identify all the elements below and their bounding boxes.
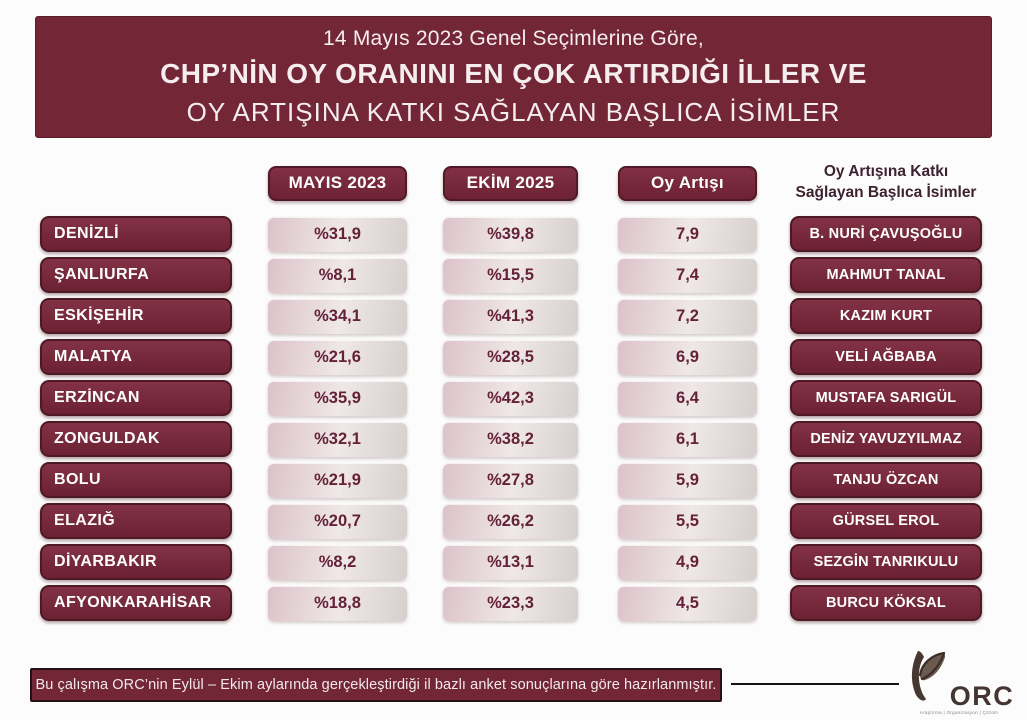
table-row: DİYARBAKIR %8,2 %13,1 4,9 SEZGİN TANRIKU… (40, 544, 989, 580)
artis-value: 5,9 (618, 462, 757, 498)
ekim-value: %38,2 (443, 421, 578, 457)
column-header-mayis-2023: MAYIS 2023 (268, 165, 407, 201)
mayis-value: %18,8 (268, 585, 407, 621)
ekim-value: %26,2 (443, 503, 578, 539)
mayis-value: %20,7 (268, 503, 407, 539)
orc-logo-tagline: Araştırma | Organizasyon | Çözüm (919, 710, 999, 715)
person-label: BURCU KÖKSAL (790, 585, 982, 621)
orc-logo: ORC Araştırma | Organizasyon | Çözüm (903, 645, 1015, 715)
ekim-value: %15,5 (443, 257, 578, 293)
table-row: ELAZIĞ %20,7 %26,2 5,5 GÜRSEL EROL (40, 503, 989, 539)
table-header-row: MAYIS 2023 EKİM 2025 Oy Artışı Oy Artışı… (40, 160, 989, 206)
ekim-value: %39,8 (443, 216, 578, 252)
mayis-value: %21,9 (268, 462, 407, 498)
ekim-value: %41,3 (443, 298, 578, 334)
person-label: TANJU ÖZCAN (790, 462, 982, 498)
mayis-value: %8,2 (268, 544, 407, 580)
column-header-names: Oy Artışına Katkı Sağlayan Başlıca İsiml… (795, 163, 977, 201)
artis-value: 6,9 (618, 339, 757, 375)
title-banner: 14 Mayıs 2023 Genel Seçimlerine Göre, CH… (35, 16, 992, 138)
artis-value: 4,9 (618, 544, 757, 580)
ekim-value: %42,3 (443, 380, 578, 416)
province-label: ERZİNCAN (40, 380, 232, 416)
mayis-value: %32,1 (268, 421, 407, 457)
mayis-value: %35,9 (268, 380, 407, 416)
person-label: MAHMUT TANAL (790, 257, 982, 293)
artis-value: 5,5 (618, 503, 757, 539)
province-label: AFYONKARAHİSAR (40, 585, 232, 621)
artis-value: 4,5 (618, 585, 757, 621)
mayis-value: %21,6 (268, 339, 407, 375)
province-label: ELAZIĞ (40, 503, 232, 539)
ekim-value: %13,1 (443, 544, 578, 580)
ekim-value: %27,8 (443, 462, 578, 498)
person-label: KAZIM KURT (790, 298, 982, 334)
table-row: MALATYA %21,6 %28,5 6,9 VELİ AĞBABA (40, 339, 989, 375)
source-note-text: Bu çalışma ORC’nin Eylül – Ekim aylarınd… (35, 677, 717, 693)
province-label: ZONGULDAK (40, 421, 232, 457)
artis-value: 6,4 (618, 380, 757, 416)
title-secondary: OY ARTIŞINA KATKI SAĞLAYAN BAŞLICA İSİML… (186, 96, 841, 127)
person-label: SEZGİN TANRIKULU (790, 544, 982, 580)
province-label: ŞANLIURFA (40, 257, 232, 293)
artis-value: 6,1 (618, 421, 757, 457)
province-label: MALATYA (40, 339, 232, 375)
person-label: GÜRSEL EROL (790, 503, 982, 539)
person-label: VELİ AĞBABA (790, 339, 982, 375)
table-row: ERZİNCAN %35,9 %42,3 6,4 MUSTAFA SARIGÜL (40, 380, 989, 416)
artis-value: 7,4 (618, 257, 757, 293)
artis-value: 7,9 (618, 216, 757, 252)
orc-petal-icon (904, 649, 948, 708)
title-main: CHP’NİN OY ORANINI EN ÇOK ARTIRDIĞI İLLE… (160, 57, 867, 89)
mayis-value: %8,1 (268, 257, 407, 293)
province-label: ESKİŞEHİR (40, 298, 232, 334)
ekim-value: %28,5 (443, 339, 578, 375)
artis-value: 7,2 (618, 298, 757, 334)
person-label: DENİZ YAVUZYILMAZ (790, 421, 982, 457)
results-table: MAYIS 2023 EKİM 2025 Oy Artışı Oy Artışı… (40, 160, 989, 626)
province-label: BOLU (40, 462, 232, 498)
table-row: ŞANLIURFA %8,1 %15,5 7,4 MAHMUT TANAL (40, 257, 989, 293)
province-label: DİYARBAKIR (40, 544, 232, 580)
mayis-value: %34,1 (268, 298, 407, 334)
column-header-oy-artisi: Oy Artışı (618, 165, 757, 201)
column-header-ekim-2025: EKİM 2025 (443, 165, 578, 201)
person-label: B. NURİ ÇAVUŞOĞLU (790, 216, 982, 252)
footer-connector-line (731, 683, 899, 685)
table-row: DENİZLİ %31,9 %39,8 7,9 B. NURİ ÇAVUŞOĞL… (40, 216, 989, 252)
province-label: DENİZLİ (40, 216, 232, 252)
table-row: ESKİŞEHİR %34,1 %41,3 7,2 KAZIM KURT (40, 298, 989, 334)
table-row: AFYONKARAHİSAR %18,8 %23,3 4,5 BURCU KÖK… (40, 585, 989, 621)
person-label: MUSTAFA SARIGÜL (790, 380, 982, 416)
source-note-bar: Bu çalışma ORC’nin Eylül – Ekim aylarınd… (30, 668, 722, 702)
mayis-value: %31,9 (268, 216, 407, 252)
title-subtitle: 14 Mayıs 2023 Genel Seçimlerine Göre, (323, 26, 704, 50)
ekim-value: %23,3 (443, 585, 578, 621)
orc-logo-text: ORC (949, 680, 1015, 711)
table-row: BOLU %21,9 %27,8 5,9 TANJU ÖZCAN (40, 462, 989, 498)
table-row: ZONGULDAK %32,1 %38,2 6,1 DENİZ YAVUZYIL… (40, 421, 989, 457)
